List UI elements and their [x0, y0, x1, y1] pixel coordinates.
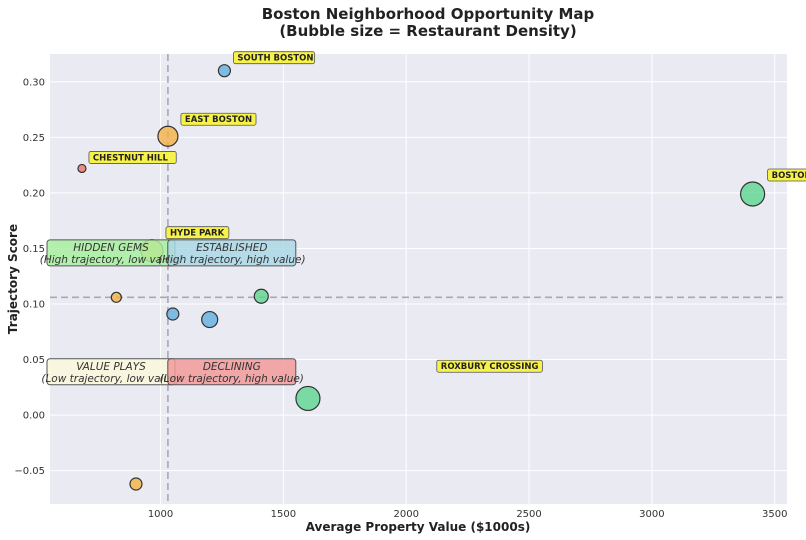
- quadrant-label-title: ESTABLISHED: [196, 242, 267, 254]
- bubble: [201, 310, 219, 329]
- point-label: HYDE PARK: [165, 226, 230, 240]
- chart-title-line-1: Boston Neighborhood Opportunity Map: [262, 5, 595, 23]
- reference-lines: [50, 54, 787, 504]
- point-label: SOUTH BOSTON: [233, 51, 316, 65]
- point-label-box: [436, 359, 543, 373]
- bubble: [740, 181, 766, 207]
- quadrant-label: ESTABLISHED(High trajectory, high value): [158, 239, 306, 267]
- quadrant-label: DECLINING(Low trajectory, high value): [160, 358, 304, 386]
- point-label-text: EAST BOSTON: [185, 115, 252, 125]
- quadrant-label-subtitle: (Low trajectory, high value): [160, 373, 304, 385]
- bubble: [157, 125, 179, 147]
- y-tick-label: 0.10: [23, 300, 45, 311]
- point-label-box: [233, 51, 316, 65]
- quadrant-label-subtitle: (Low trajectory, low value): [41, 373, 180, 385]
- x-tick-label: 2500: [516, 509, 541, 520]
- y-tick-label: 0.05: [23, 355, 45, 366]
- x-tick-labels: 1000 1500 2000 2500 3000 3500: [148, 509, 788, 520]
- x-tick-label: 3500: [762, 509, 787, 520]
- data-points: SOUTH BOSTON EAST BOSTON CHESTNUT HILL BOST…: [77, 51, 806, 491]
- quadrant-label-title: VALUE PLAYS: [76, 361, 146, 373]
- quadrant-label-subtitle: (High trajectory, low value): [40, 254, 183, 266]
- bubble: [295, 385, 321, 412]
- point-label-box: [767, 168, 806, 182]
- point-label: CHESTNUT HILL: [88, 151, 177, 164]
- quadrant-label-title: DECLINING: [203, 361, 261, 373]
- quadrant-label: HIDDEN GEMS(High trajectory, low value): [40, 239, 183, 267]
- point-label-text: BOSTON: [772, 171, 806, 181]
- point-label-text: ROXBURY CROSSING: [441, 362, 539, 372]
- x-axis-label: Average Property Value ($1000s): [306, 520, 531, 534]
- y-tick-label: 0.15: [23, 244, 45, 255]
- point-label-box: [180, 112, 257, 126]
- quadrant-label-subtitle: (High trajectory, high value): [158, 254, 306, 266]
- y-tick-label: 0.20: [23, 188, 45, 199]
- y-axis-label: Trajectory Score: [6, 224, 20, 334]
- bubble: [77, 163, 87, 174]
- x-tick-label: 3000: [639, 509, 664, 520]
- point-label: BOSTON: [767, 168, 806, 182]
- point-label-text: CHESTNUT HILL: [93, 153, 169, 163]
- quadrant-label: VALUE PLAYS(Low trajectory, low value): [41, 358, 181, 386]
- chart-title-line-2: (Bubble size = Restaurant Density): [279, 22, 576, 40]
- y-tick-label: −0.05: [14, 466, 45, 477]
- y-tick-label: 0.25: [23, 133, 45, 144]
- x-tick-label: 2000: [393, 509, 418, 520]
- quadrant-label-box: [167, 239, 297, 267]
- point-label-text: SOUTH BOSTON: [237, 54, 313, 64]
- x-tick-label: 1000: [148, 509, 173, 520]
- point-label-text: HYDE PARK: [170, 229, 225, 239]
- bubble: [110, 291, 122, 303]
- point-label: ROXBURY CROSSING: [436, 359, 543, 373]
- point-label: EAST BOSTON: [180, 112, 257, 126]
- point-label-box: [88, 151, 177, 164]
- y-tick-label: 0.30: [23, 77, 45, 88]
- bubble: [217, 64, 232, 78]
- quadrant-label-title: HIDDEN GEMS: [73, 242, 149, 254]
- x-tick-label: 1500: [271, 509, 296, 520]
- y-tick-label: 0.00: [23, 411, 45, 422]
- quadrant-labels: HIDDEN GEMS(High trajectory, low value)E…: [40, 239, 306, 386]
- point-label-box: [165, 226, 230, 240]
- bubble: [166, 307, 180, 321]
- quadrant-label-box: [167, 358, 297, 386]
- bubble: [129, 477, 143, 491]
- y-tick-labels: −0.05 0.00 0.05 0.10 0.15 0.20 0.25 0.30: [14, 77, 45, 477]
- bubble: [253, 288, 269, 304]
